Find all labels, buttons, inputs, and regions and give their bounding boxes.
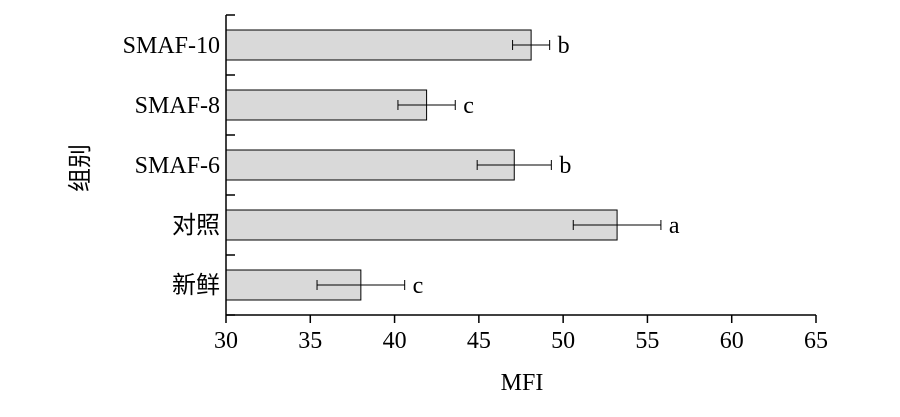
y-axis-title: 组别 — [67, 144, 94, 192]
significance-label: b — [558, 33, 570, 59]
category-label: 新鲜 — [172, 272, 220, 299]
x-tick-label: 60 — [720, 328, 744, 354]
category-label: SMAF-6 — [135, 153, 220, 179]
category-label: SMAF-8 — [135, 93, 220, 119]
x-tick-label: 35 — [298, 328, 322, 354]
bar — [225, 29, 532, 61]
bar — [225, 149, 515, 181]
category-label: 对照 — [172, 212, 220, 239]
category-label: SMAF-10 — [123, 33, 220, 59]
significance-label: c — [413, 273, 424, 299]
x-tick-label: 30 — [214, 328, 238, 354]
x-tick-label: 55 — [635, 328, 659, 354]
error-bars-layer — [316, 40, 662, 290]
significance-label: a — [669, 213, 680, 239]
x-tick-label: 65 — [804, 328, 828, 354]
axes-layer — [225, 14, 817, 323]
bars-layer — [225, 29, 618, 301]
labels-layer: c 新鲜 a 对照 b SMAF-6 c SMAF-8 b SMAF-10 30 35 40 45 50 55… — [123, 33, 828, 354]
bar — [225, 89, 428, 121]
bar — [225, 209, 618, 241]
significance-label: b — [559, 153, 571, 179]
significance-label: c — [463, 93, 474, 119]
x-tick-label: 50 — [551, 328, 575, 354]
x-tick-label: 45 — [467, 328, 491, 354]
x-axis-title: MFI — [501, 370, 544, 396]
x-tick-label: 40 — [383, 328, 407, 354]
